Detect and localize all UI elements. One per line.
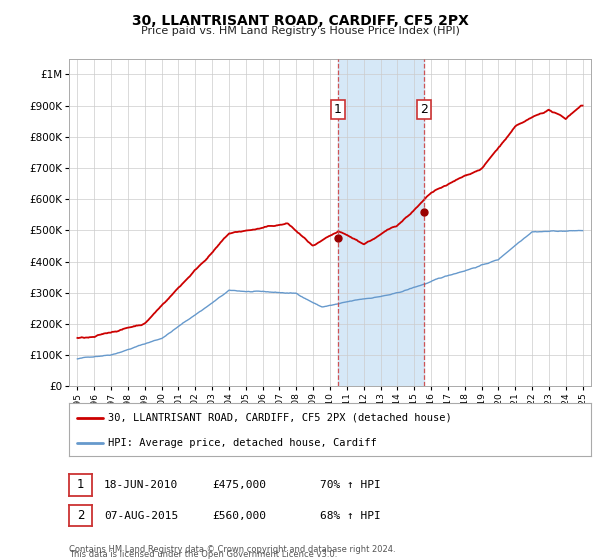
Bar — [338, 59, 424, 386]
Text: 70% ↑ HPI: 70% ↑ HPI — [320, 480, 380, 490]
Text: 07-AUG-2015: 07-AUG-2015 — [104, 511, 178, 521]
Text: Price paid vs. HM Land Registry's House Price Index (HPI): Price paid vs. HM Land Registry's House … — [140, 26, 460, 36]
Text: 2: 2 — [77, 509, 84, 522]
Text: 2: 2 — [421, 103, 428, 116]
Text: £560,000: £560,000 — [212, 511, 266, 521]
Text: 68% ↑ HPI: 68% ↑ HPI — [320, 511, 380, 521]
Text: £475,000: £475,000 — [212, 480, 266, 490]
Text: 30, LLANTRISANT ROAD, CARDIFF, CF5 2PX (detached house): 30, LLANTRISANT ROAD, CARDIFF, CF5 2PX (… — [108, 413, 452, 423]
Text: Contains HM Land Registry data © Crown copyright and database right 2024.: Contains HM Land Registry data © Crown c… — [69, 545, 395, 554]
Text: HPI: Average price, detached house, Cardiff: HPI: Average price, detached house, Card… — [108, 438, 377, 448]
Text: 30, LLANTRISANT ROAD, CARDIFF, CF5 2PX: 30, LLANTRISANT ROAD, CARDIFF, CF5 2PX — [131, 14, 469, 28]
Text: 1: 1 — [77, 478, 84, 492]
Text: 18-JUN-2010: 18-JUN-2010 — [104, 480, 178, 490]
Text: This data is licensed under the Open Government Licence v3.0.: This data is licensed under the Open Gov… — [69, 550, 337, 559]
Text: 1: 1 — [334, 103, 341, 116]
